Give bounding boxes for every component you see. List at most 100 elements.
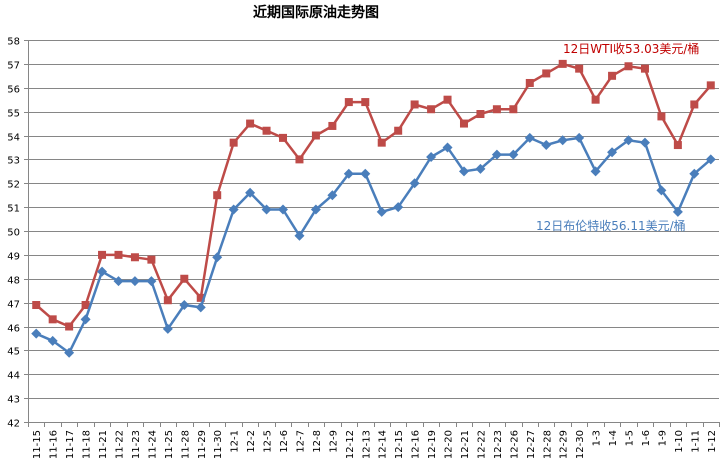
x-tick-label-12-20: 12-20	[444, 430, 455, 459]
x-tick-label-12-30: 12-30	[575, 430, 586, 459]
point-WTI-12-14	[377, 138, 386, 147]
point-WTI-12-15	[394, 126, 403, 135]
y-tick-label-43: 43	[7, 395, 20, 406]
x-tick-label-12-28: 12-28	[542, 430, 553, 459]
point-WTI-11-22	[114, 250, 123, 259]
x-tick-label-11-18: 11-18	[82, 430, 93, 459]
x-tick-label-11-28: 11-28	[180, 430, 191, 459]
point-布伦特-11-28	[179, 300, 190, 311]
series-WTI	[32, 59, 715, 331]
point-WTI-12-2	[246, 119, 255, 128]
x-tick-label-11-24: 11-24	[147, 430, 158, 459]
point-布伦特-1-11	[689, 168, 700, 179]
point-布伦特-12-19	[426, 151, 437, 162]
point-布伦特-12-27	[524, 132, 535, 143]
x-tick-label-1-10: 1-10	[674, 430, 685, 453]
point-WTI-11-18	[81, 301, 90, 310]
point-WTI-12-21	[459, 119, 468, 128]
point-布伦特-12-9	[327, 190, 338, 201]
y-tick-label-51: 51	[7, 204, 20, 215]
x-tick-label-12-21: 12-21	[460, 430, 471, 459]
point-布伦特-12-12	[343, 168, 354, 179]
y-tick-label-55: 55	[7, 109, 20, 120]
point-WTI-12-7	[295, 155, 304, 164]
x-tick-label-12-26: 12-26	[509, 430, 520, 459]
x-tick-label-12-6: 12-6	[279, 430, 290, 453]
point-WTI-1-9	[657, 112, 666, 121]
x-tick-label-1-11: 1-11	[690, 430, 701, 453]
y-tick-label-49: 49	[7, 252, 20, 263]
x-tick-label-11-21: 11-21	[98, 430, 109, 459]
point-布伦特-1-9	[656, 185, 667, 196]
point-WTI-12-19	[427, 105, 436, 114]
x-tick-label-12-22: 12-22	[476, 430, 487, 459]
point-WTI-12-6	[279, 133, 288, 142]
point-WTI-11-24	[147, 255, 156, 264]
point-布伦特-12-16	[409, 178, 420, 189]
x-tick-label-1-12: 1-12	[707, 430, 718, 453]
x-tick-label-12-2: 12-2	[246, 430, 257, 453]
point-布伦特-1-10	[672, 206, 683, 217]
point-WTI-1-5	[624, 62, 633, 71]
point-WTI-11-30	[213, 191, 222, 200]
point-布伦特-1-3	[590, 166, 601, 177]
x-tick-label-12-7: 12-7	[295, 430, 306, 453]
point-布伦特-12-13	[360, 168, 371, 179]
x-tick-label-12-29: 12-29	[559, 430, 570, 459]
x-tick-label-12-13: 12-13	[361, 430, 372, 459]
point-布伦特-11-30	[212, 252, 223, 263]
point-WTI-12-23	[492, 105, 501, 114]
x-tick-label-11-22: 11-22	[114, 430, 125, 459]
point-WTI-12-20	[443, 95, 452, 104]
point-布伦特-12-23	[491, 149, 502, 160]
point-WTI-12-13	[361, 98, 370, 107]
x-tick-label-1-6: 1-6	[641, 430, 652, 446]
x-tick-label-11-23: 11-23	[131, 430, 142, 459]
point-WTI-1-10	[673, 141, 682, 150]
point-布伦特-12-7	[294, 230, 305, 241]
x-tick-label-11-29: 11-29	[197, 430, 208, 459]
point-布伦特-11-21	[97, 266, 108, 277]
x-tick-label-11-17: 11-17	[65, 430, 76, 459]
point-WTI-11-16	[48, 315, 57, 324]
point-布伦特-12-6	[278, 204, 289, 215]
point-布伦特-12-22	[475, 163, 486, 174]
x-tick-label-1-5: 1-5	[625, 430, 636, 446]
point-布伦特-11-25	[162, 323, 173, 334]
point-WTI-12-9	[328, 121, 337, 130]
point-布伦特-1-6	[639, 137, 650, 148]
x-tick-label-11-25: 11-25	[164, 430, 175, 459]
point-WTI-12-28	[542, 69, 551, 78]
x-tick-label-12-1: 12-1	[230, 430, 241, 453]
x-tick-label-12-23: 12-23	[493, 430, 504, 459]
point-布伦特-12-21	[458, 166, 469, 177]
x-tick-label-12-14: 12-14	[378, 430, 389, 459]
point-布伦特-1-4	[607, 147, 618, 158]
x-tick-label-1-3: 1-3	[592, 430, 603, 446]
point-布伦特-12-8	[310, 204, 321, 215]
y-tick-label-46: 46	[7, 324, 20, 335]
point-布伦特-12-30	[574, 132, 585, 143]
point-布伦特-12-20	[442, 142, 453, 153]
point-布伦特-1-5	[623, 135, 634, 146]
y-tick-label-47: 47	[7, 300, 20, 311]
point-WTI-12-22	[476, 110, 485, 119]
point-WTI-12-8	[311, 131, 320, 140]
y-tick-label-53: 53	[7, 156, 20, 167]
x-tick-label-11-15: 11-15	[32, 430, 43, 459]
point-布伦特-12-26	[508, 149, 519, 160]
point-WTI-12-16	[410, 100, 419, 109]
y-tick-label-48: 48	[7, 276, 20, 287]
point-WTI-11-25	[163, 296, 172, 305]
point-WTI-1-4	[608, 71, 617, 80]
point-布伦特-12-5	[261, 204, 272, 215]
point-WTI-12-30	[575, 64, 584, 73]
y-tick-label-57: 57	[7, 61, 20, 72]
x-tick-label-11-16: 11-16	[49, 430, 60, 459]
point-布伦特-11-17	[64, 347, 75, 358]
point-布伦特-11-15	[31, 328, 42, 339]
point-WTI-12-1	[229, 138, 238, 147]
point-布伦特-12-2	[245, 187, 256, 198]
point-WTI-11-28	[180, 274, 189, 283]
